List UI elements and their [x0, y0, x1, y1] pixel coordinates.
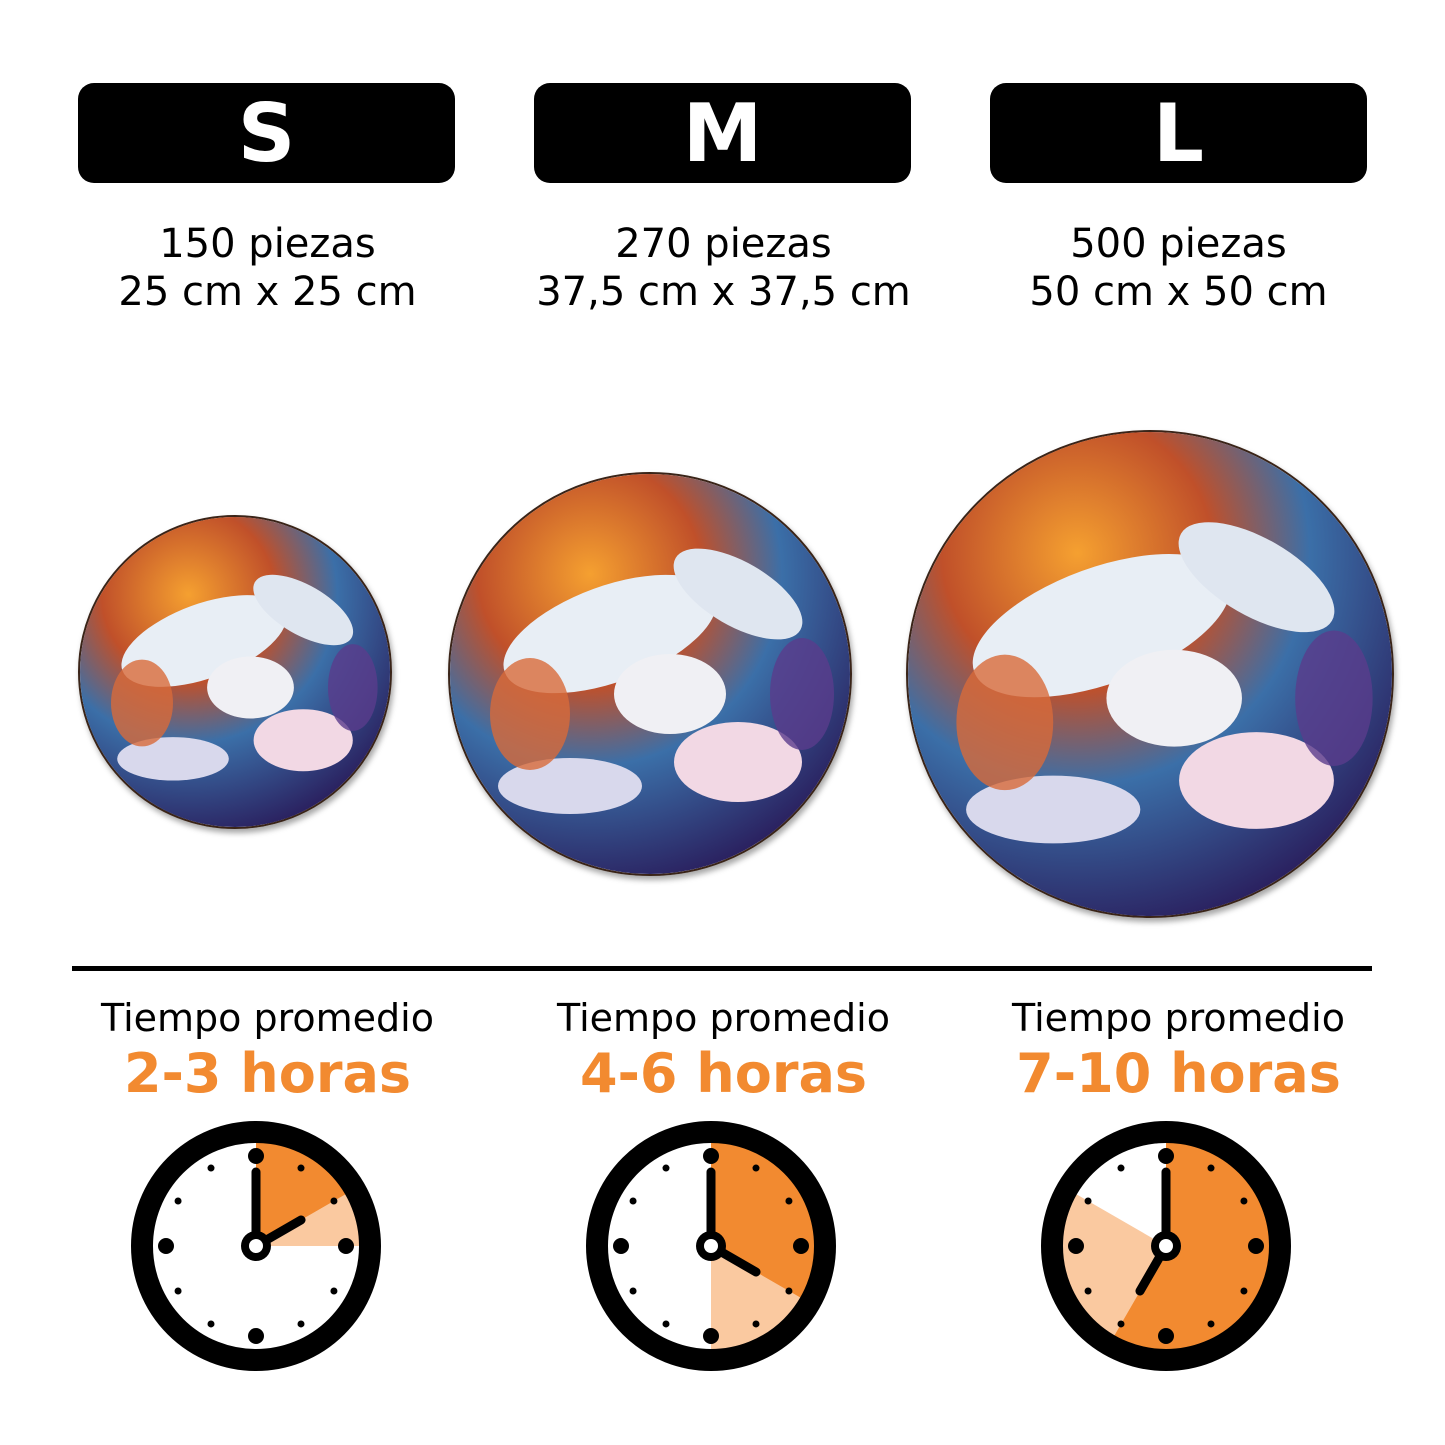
spec-s: 150 piezas 25 cm x 25 cm — [40, 220, 495, 316]
puzzle-image-m — [448, 472, 852, 876]
dimensions: 50 cm x 50 cm — [1029, 269, 1328, 315]
hour-mark — [297, 1320, 305, 1328]
hour-mark — [1068, 1238, 1084, 1254]
hour-mark — [1117, 1320, 1125, 1328]
hour-mark — [207, 1164, 215, 1172]
size-label: L — [1153, 86, 1204, 180]
hour-mark — [662, 1320, 670, 1328]
time-value: 4-6 horas — [579, 1042, 868, 1105]
hour-mark — [158, 1238, 174, 1254]
hour-mark — [629, 1287, 637, 1295]
hour-mark — [174, 1287, 182, 1295]
hour-mark — [297, 1164, 305, 1172]
time-label: Tiempo promedio — [557, 996, 890, 1040]
time-s: Tiempo promedio 2-3 horas — [40, 995, 495, 1107]
hour-mark — [785, 1197, 793, 1205]
clock-hub — [704, 1239, 718, 1253]
size-badge-l: L — [990, 83, 1367, 183]
time-range-max — [1062, 1194, 1166, 1337]
hour-mark — [703, 1328, 719, 1344]
size-label: S — [237, 86, 296, 180]
hour-mark — [248, 1148, 264, 1164]
hour-mark — [1240, 1287, 1248, 1295]
clock-hub — [1159, 1239, 1173, 1253]
hour-mark — [1207, 1164, 1215, 1172]
pieces-count: 270 piezas — [615, 221, 832, 267]
hour-mark — [703, 1148, 719, 1164]
dimensions: 25 cm x 25 cm — [118, 269, 417, 315]
hour-mark — [662, 1164, 670, 1172]
size-badge-s: S — [78, 83, 455, 183]
hour-mark — [207, 1320, 215, 1328]
hour-mark — [1158, 1328, 1174, 1344]
hour-mark — [752, 1320, 760, 1328]
hour-mark — [1158, 1148, 1174, 1164]
spec-l: 500 piezas 50 cm x 50 cm — [951, 220, 1406, 316]
clock-rim — [131, 1121, 381, 1371]
time-range-min — [1114, 1142, 1270, 1350]
pieces-count: 150 piezas — [159, 221, 376, 267]
pieces-count: 500 piezas — [1070, 221, 1287, 267]
hour-mark — [1084, 1287, 1092, 1295]
divider — [72, 966, 1372, 971]
hour-mark — [338, 1238, 354, 1254]
hour-mark — [785, 1287, 793, 1295]
hour-mark — [1207, 1320, 1215, 1328]
clock-icon — [1041, 1121, 1291, 1371]
hour-mark — [330, 1197, 338, 1205]
hour-mark — [629, 1197, 637, 1205]
clock-icon — [586, 1121, 836, 1371]
time-value: 7-10 horas — [1016, 1042, 1341, 1105]
hour-mark — [752, 1164, 760, 1172]
clock-rim — [586, 1121, 836, 1371]
clock-hub — [249, 1239, 263, 1253]
hour-mark — [174, 1197, 182, 1205]
hour-mark — [248, 1328, 264, 1344]
hour-mark — [1084, 1197, 1092, 1205]
hour-mark — [1248, 1238, 1264, 1254]
puzzle-image-s — [78, 515, 392, 829]
time-m: Tiempo promedio 4-6 horas — [496, 995, 951, 1107]
time-value: 2-3 horas — [123, 1042, 412, 1105]
size-label: M — [682, 86, 763, 180]
clock-icon — [131, 1121, 381, 1371]
puzzle-image-l — [906, 430, 1394, 918]
hour-mark — [613, 1238, 629, 1254]
time-label: Tiempo promedio — [101, 996, 434, 1040]
hour-mark — [793, 1238, 809, 1254]
hour-mark — [330, 1287, 338, 1295]
spec-m: 270 piezas 37,5 cm x 37,5 cm — [496, 220, 951, 316]
time-label: Tiempo promedio — [1012, 996, 1345, 1040]
hour-mark — [1117, 1164, 1125, 1172]
clock-rim — [1041, 1121, 1291, 1371]
time-l: Tiempo promedio 7-10 horas — [951, 995, 1406, 1107]
dimensions: 37,5 cm x 37,5 cm — [536, 269, 911, 315]
hour-mark — [1240, 1197, 1248, 1205]
size-badge-m: M — [534, 83, 911, 183]
